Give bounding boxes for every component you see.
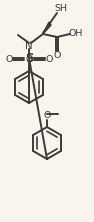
Text: N: N <box>25 41 33 51</box>
Text: S: S <box>25 52 33 65</box>
Text: O: O <box>5 54 13 63</box>
Polygon shape <box>43 22 51 34</box>
Text: O: O <box>25 56 33 65</box>
Text: O: O <box>53 50 61 59</box>
Text: SH: SH <box>55 4 67 14</box>
Text: O: O <box>43 111 51 121</box>
Text: OH: OH <box>69 30 83 38</box>
Text: O: O <box>45 54 53 63</box>
